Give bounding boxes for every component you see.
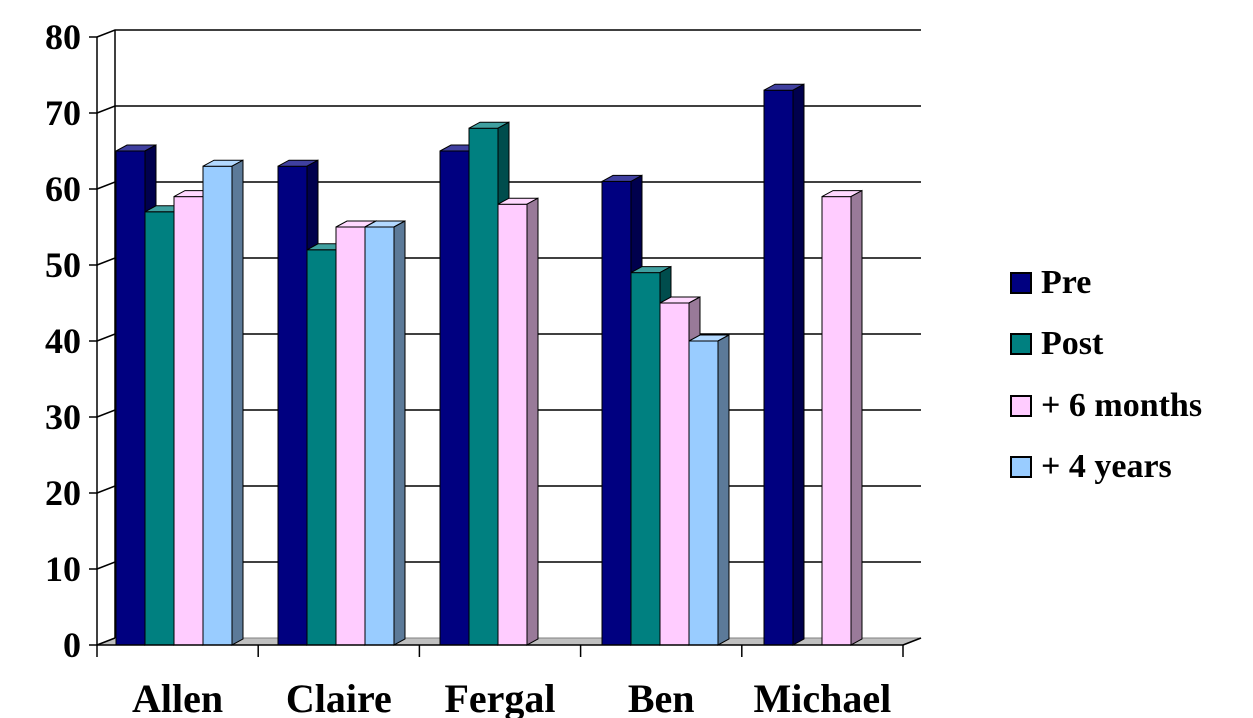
x-category-label: Fergal [444, 676, 555, 718]
bar-front [335, 226, 366, 646]
bar-front [144, 211, 175, 646]
y-tick-label: 80 [45, 17, 81, 57]
bar [364, 220, 406, 646]
bar-front [497, 203, 528, 646]
bar-side [717, 334, 730, 646]
legend-label-6-months: + 6 months [1041, 386, 1203, 424]
wall-depth-edge [96, 637, 116, 646]
bar [688, 334, 730, 646]
y-tick-label: 30 [45, 397, 81, 437]
bar-front [364, 226, 395, 646]
bar-front [601, 180, 632, 646]
y-tick-label: 20 [45, 473, 81, 513]
x-category-label: Ben [628, 676, 695, 718]
gridline [96, 29, 921, 38]
legend-swatch-post [1010, 333, 1032, 356]
bar-front [173, 196, 204, 646]
x-category-labels: Allen Claire Fergal Ben Michael [132, 676, 891, 718]
bar [497, 197, 539, 646]
bar [763, 83, 805, 646]
bar-front [763, 89, 794, 646]
y-tick-label: 50 [45, 245, 81, 285]
legend-item-pre: Pre [1010, 252, 1250, 314]
bar [821, 189, 863, 646]
bar-side [393, 220, 406, 646]
bar [202, 159, 244, 646]
x-category-label: Allen [132, 676, 223, 718]
y-tick-label: 70 [45, 93, 81, 133]
legend-swatch-6-months [1010, 394, 1032, 417]
x-category-label: Claire [286, 676, 392, 718]
x-category-label: Michael [754, 676, 892, 718]
legend-label-4-years: + 4 years [1041, 448, 1172, 486]
bar-front [688, 340, 719, 646]
bar-front [659, 302, 690, 646]
bar-front [821, 196, 852, 646]
legend-item-4-years: + 4 years [1010, 437, 1250, 499]
axes [89, 36, 922, 657]
bar-front [202, 165, 233, 646]
bar-side [792, 83, 805, 646]
gridline [96, 181, 921, 190]
legend: Pre Post + 6 months + 4 years [1010, 252, 1250, 498]
bar-front [468, 127, 499, 646]
legend-item-post: Post [1010, 314, 1250, 376]
legend-label-post: Post [1041, 325, 1104, 363]
y-tick-label: 40 [45, 321, 81, 361]
gridline [96, 105, 921, 114]
legend-label-pre: Pre [1041, 263, 1092, 301]
legend-swatch-4-years [1010, 456, 1032, 479]
legend-swatch-pre [1010, 271, 1032, 294]
y-tick-labels: 0 10 20 30 40 50 60 70 80 [45, 17, 81, 665]
bar-side [526, 197, 539, 646]
bar-front [115, 150, 146, 646]
bar-side [850, 189, 863, 646]
bar-front [306, 249, 337, 646]
gridline [96, 257, 921, 266]
bars [115, 83, 863, 646]
floor-right-edge [902, 637, 922, 646]
bar-front [439, 150, 470, 646]
y-tick-label: 10 [45, 549, 81, 589]
y-tick-label: 0 [63, 625, 81, 665]
legend-item-6-months: + 6 months [1010, 375, 1250, 437]
bar-front [630, 272, 661, 646]
bar-front [277, 165, 308, 646]
bar-side [231, 159, 244, 646]
y-tick-label: 60 [45, 169, 81, 209]
